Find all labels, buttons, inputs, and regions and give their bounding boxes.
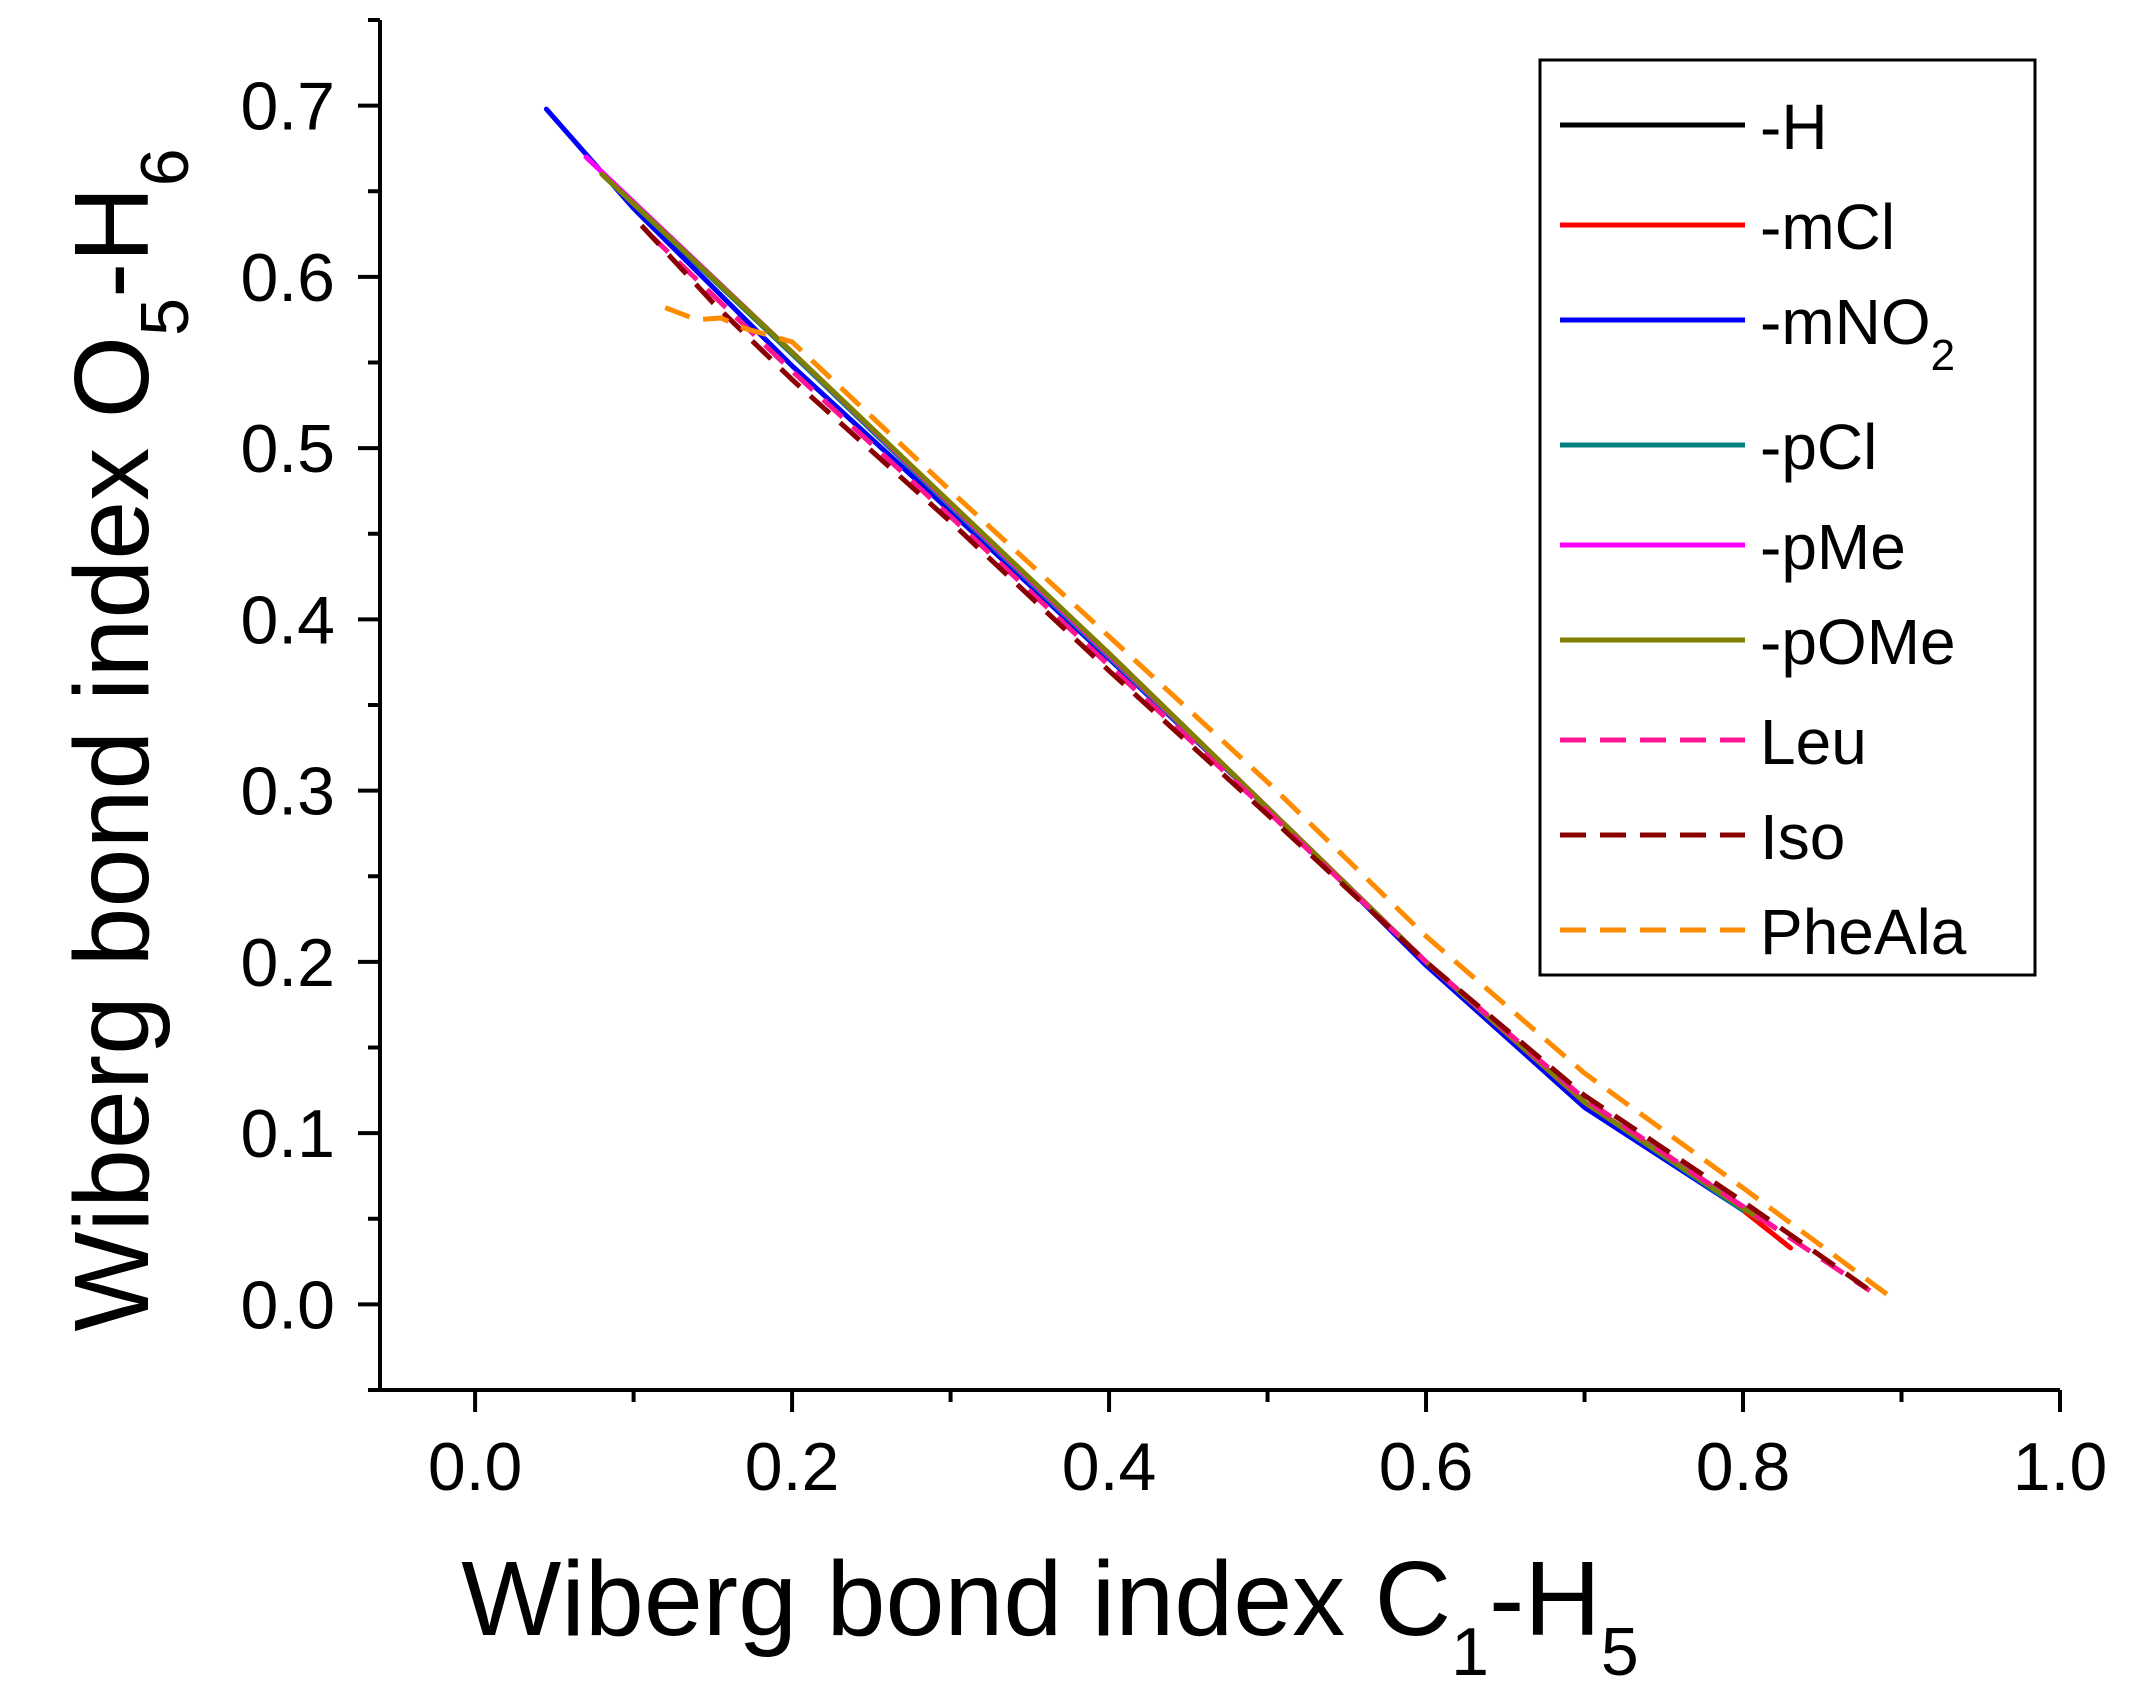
x-tick-label: 0.0 — [428, 1429, 523, 1505]
series-line-leu — [647, 232, 1872, 1293]
legend-label-pheala: PheAla — [1760, 896, 1967, 968]
x-tick-label: 0.2 — [745, 1429, 840, 1505]
y-tick-label: 0.1 — [240, 1096, 335, 1172]
y-tick-label: 0.2 — [240, 925, 335, 1001]
y-tick-label: 0.5 — [240, 411, 335, 487]
legend-label-pome: -pOMe — [1760, 606, 1956, 678]
legend-box — [1538, 58, 2037, 977]
x-tick-label: 0.8 — [1696, 1429, 1791, 1505]
legend-label-mcl: -mCl — [1760, 191, 1895, 263]
series-line-pheala — [664, 305, 1896, 1302]
legend-label-pcl: -pCl — [1760, 411, 1877, 483]
y-tick-label: 0.0 — [240, 1267, 335, 1343]
legend-label-h: -H — [1760, 91, 1828, 163]
series-layer — [543, 106, 1896, 1302]
x-axis-title: Wiberg bond index C1-H5 — [461, 1540, 1638, 1690]
axes: 0.0 0.2 0.4 0.6 0.8 1.0 0.0 0.1 0.2 0.3 0.4 0.5 0.6 0… — [240, 18, 2108, 1505]
y-tick-label: 0.7 — [240, 69, 335, 145]
y-tick-label: 0.4 — [240, 582, 335, 658]
legend-label-pme: -pMe — [1760, 511, 1906, 583]
x-tick-label: 1.0 — [2013, 1429, 2108, 1505]
legend-label-leu: Leu — [1760, 706, 1867, 778]
series-line-iso — [639, 223, 1880, 1298]
y-tick-label: 0.6 — [240, 240, 335, 316]
legend: -H -mCl -mNO2 -pCl -pMe -pOMe Leu Iso PheAla — [1538, 58, 2037, 977]
legend-label-mno2: -mNO2 — [1760, 286, 1955, 380]
y-axis-title: Wiberg bond index O5-H6 — [53, 148, 203, 1331]
y-tick-label: 0.3 — [240, 754, 335, 830]
legend-label-iso: Iso — [1760, 801, 1845, 873]
x-tick-label: 0.6 — [1379, 1429, 1474, 1505]
x-tick-label: 0.4 — [1062, 1429, 1157, 1505]
